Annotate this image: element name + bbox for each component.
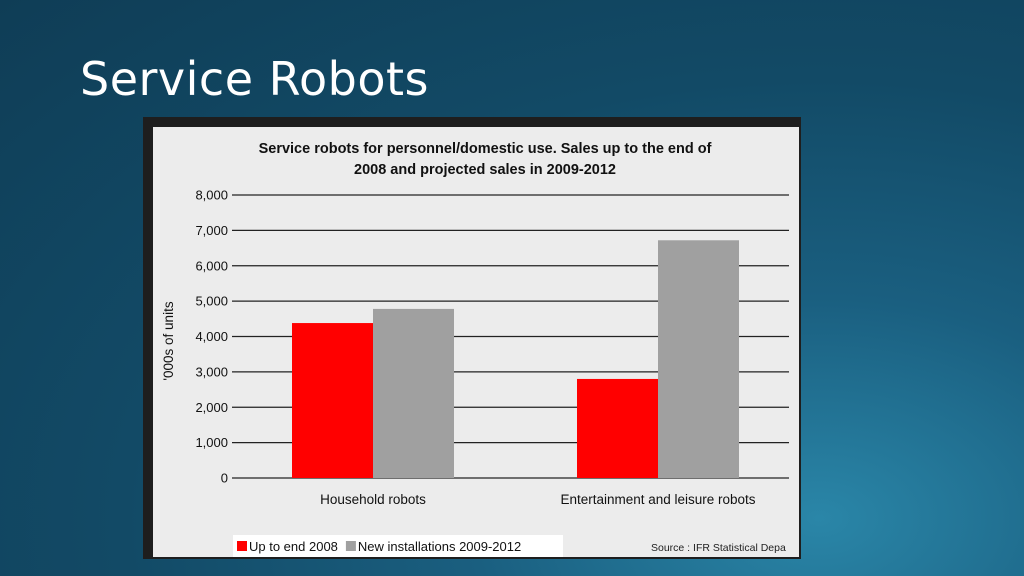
chart-title-line1: Service robots for personnel/domestic us…: [259, 141, 712, 157]
bar-chart: Service robots for personnel/domestic us…: [161, 141, 789, 557]
slide-title: Service Robots: [80, 52, 430, 106]
legend-swatch: [345, 541, 356, 551]
y-tick-label: 6,000: [195, 258, 228, 273]
chart-title-line2: 2008 and projected sales in 2009-2012: [354, 162, 616, 178]
bar: [292, 323, 373, 478]
y-tick-label: 7,000: [195, 223, 228, 238]
category-label: Entertainment and leisure robots: [560, 492, 755, 507]
chart-panel: Service robots for personnel/domestic us…: [153, 127, 799, 557]
legend-box: [233, 535, 563, 557]
y-tick-labels: 8,000 7,000 6,000 5,000 4,000 3,000 2,000 1,000…: [195, 188, 228, 486]
category-label: Household robots: [320, 492, 426, 507]
y-tick-label: 8,000: [195, 188, 228, 203]
legend: Up to end 2008 New installations 2009-201…: [237, 539, 521, 554]
bar: [658, 240, 739, 478]
y-tick-label: 3,000: [195, 364, 228, 379]
legend-swatch: [237, 541, 247, 551]
y-tick-label: 5,000: [195, 294, 228, 309]
bar: [577, 378, 658, 478]
bars: [292, 240, 739, 478]
legend-label: Up to end 2008: [249, 539, 338, 554]
y-axis-label: '000s of units: [161, 301, 176, 380]
bar: [373, 308, 454, 478]
y-tick-label: 0: [221, 471, 228, 486]
y-tick-label: 2,000: [195, 400, 228, 415]
source-note: Source : IFR Statistical Depa: [651, 542, 786, 554]
chart-frame: Service robots for personnel/domestic us…: [143, 117, 801, 559]
legend-label: New installations 2009-2012: [358, 539, 521, 554]
y-tick-label: 1,000: [195, 435, 228, 450]
y-tick-label: 4,000: [195, 329, 228, 344]
x-tick-labels: Household robots Entertainment and leisur…: [320, 492, 756, 507]
